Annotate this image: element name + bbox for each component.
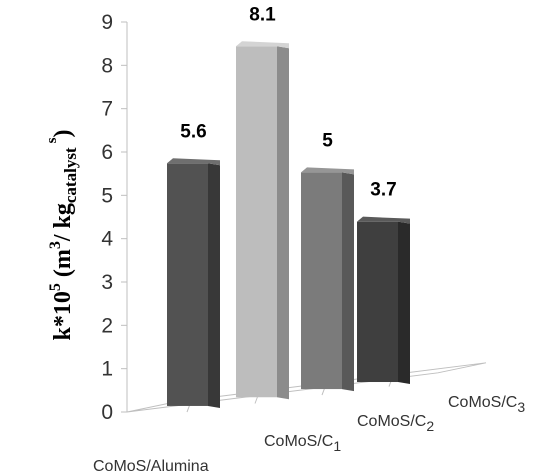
bar-top [301, 167, 354, 175]
bar [301, 167, 354, 392]
bar-side [398, 221, 410, 385]
data-labels: 5.6 8.1 5 3.7 [180, 4, 396, 200]
y-tick-label: 4 [101, 228, 113, 251]
y-tick-label: 5 [101, 184, 113, 207]
data-label: 8.1 [249, 4, 276, 25]
bar-side [277, 46, 289, 400]
bar-front [301, 172, 342, 390]
x-category-label: CoMoS/C3 [448, 394, 525, 415]
bar-top [236, 41, 289, 49]
bars [167, 41, 410, 408]
bar [236, 41, 289, 400]
bar-top [357, 216, 410, 224]
y-tick-label: 9 [101, 11, 113, 34]
data-label: 5.6 [180, 121, 206, 142]
bar-front [236, 46, 277, 398]
y-tick-label: 3 [101, 271, 113, 294]
y-tick-label: 8 [101, 54, 113, 77]
y-tick-label: 1 [101, 358, 113, 381]
y-axis-label: k*105 (m3/ kgcatalysts) [44, 130, 80, 341]
bar-side [342, 172, 354, 392]
x-category-label: CoMoS/C2 [357, 413, 434, 434]
bar [357, 216, 410, 385]
y-tick-label: 6 [101, 141, 113, 164]
data-label: 3.7 [370, 180, 396, 201]
bar-top [167, 158, 220, 166]
x-category-label: CoMoS/Alumina [93, 458, 209, 475]
y-tick-label: 7 [101, 98, 113, 121]
bar-front [357, 221, 398, 383]
y-axis: 0 1 2 3 4 5 6 7 8 9 [101, 11, 128, 424]
bar-front [167, 163, 208, 406]
bar [167, 158, 220, 408]
x-category-label: CoMoS/C1 [264, 433, 341, 454]
bar-side [208, 163, 220, 408]
x-axis-categories: CoMoS/Alumina CoMoS/C1 CoMoS/C2 CoMoS/C3 [93, 394, 525, 475]
data-label: 5 [322, 130, 333, 151]
y-tick-label: 0 [101, 401, 113, 424]
y-tick-label: 2 [101, 314, 113, 337]
